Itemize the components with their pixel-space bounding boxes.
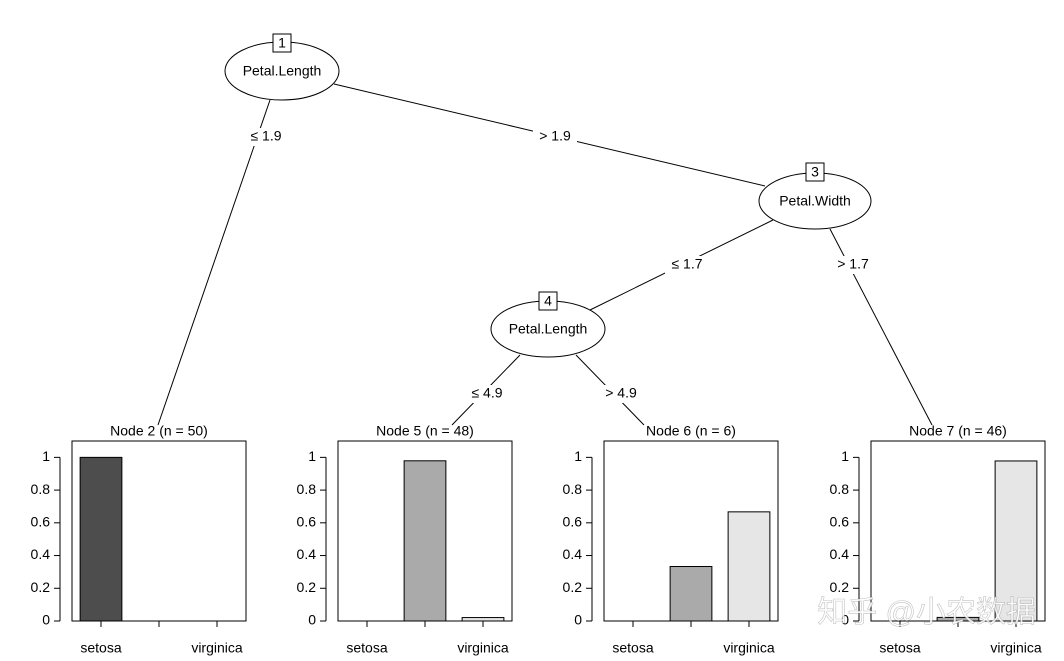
y-tick-label: 0.6 (31, 514, 51, 530)
node-label: Petal.Length (243, 63, 322, 79)
y-tick-label: 0.2 (563, 579, 583, 595)
y-tick-label: 0 (308, 612, 316, 628)
y-tick-label: 0.8 (563, 481, 583, 497)
x-tick-label: setosa (879, 640, 920, 656)
edge-label-bg (244, 128, 288, 146)
y-tick-label: 0.6 (563, 514, 583, 530)
watermark: 知乎 @小农数据 (817, 596, 1036, 629)
edge-label: > 4.9 (605, 385, 637, 401)
y-tick-label: 0.2 (830, 579, 850, 595)
edge-label: ≤ 1.9 (250, 128, 281, 144)
node-id-box (538, 291, 558, 311)
y-tick-label: 0.8 (31, 481, 51, 497)
panel-title: Node 2 (n = 50) (110, 423, 208, 439)
y-tick-label: 0.2 (31, 579, 51, 595)
edge-label: ≤ 4.9 (471, 385, 502, 401)
bar (669, 566, 713, 622)
x-tick-label: setosa (346, 640, 387, 656)
bar (79, 456, 123, 622)
y-tick-label: 0.8 (297, 481, 317, 497)
y-tick-label: 0.4 (297, 546, 317, 562)
panel-title: Node 6 (n = 6) (646, 423, 736, 439)
panel-title: Node 7 (n = 46) (909, 423, 1007, 439)
y-tick-label: 0.4 (563, 546, 583, 562)
edge-label-bg (599, 385, 643, 403)
edge-label-bg (465, 385, 509, 403)
y-tick-label: 0 (574, 612, 582, 628)
bar (403, 460, 447, 622)
edge-label: > 1.7 (837, 256, 869, 272)
node-label: Petal.Width (779, 193, 851, 209)
y-tick-label: 0 (841, 612, 849, 628)
y-tick-label: 1 (574, 448, 582, 464)
x-tick-label: virginica (723, 640, 775, 656)
y-tick-label: 0 (42, 612, 50, 628)
x-tick-label: setosa (612, 640, 653, 656)
edge (157, 99, 271, 426)
y-tick-label: 0.4 (830, 546, 850, 562)
edge-label-bg (665, 256, 709, 274)
bar (727, 511, 771, 622)
y-tick-label: 0.4 (31, 546, 51, 562)
y-tick-label: 1 (308, 448, 316, 464)
y-tick-label: 1 (42, 448, 50, 464)
edge-label: ≤ 1.7 (671, 256, 702, 272)
y-tick-label: 1 (841, 448, 849, 464)
panels: Node 2 (n = 50) 0 0.2 0.4 0.6 0.8 1 setosa virgi… (31, 423, 1046, 656)
x-tick-label: virginica (191, 640, 243, 656)
bar (461, 617, 505, 622)
bar (994, 460, 1038, 622)
edge-label-bg (831, 256, 875, 274)
y-tick-label: 0.8 (830, 481, 850, 497)
y-tick-label: 0.6 (297, 514, 317, 530)
node-id: 3 (811, 164, 819, 180)
node-id-box (805, 162, 825, 182)
node-id: 4 (544, 293, 552, 309)
node-id-box (272, 33, 292, 53)
node-label: Petal.Length (509, 321, 588, 337)
panel-title: Node 5 (n = 48) (376, 423, 474, 439)
node-id: 1 (278, 35, 286, 51)
x-tick-label: setosa (80, 640, 121, 656)
y-tick-label: 0.2 (297, 579, 317, 595)
x-tick-label: virginica (457, 640, 509, 656)
edge-label-bg (533, 128, 577, 146)
x-tick-label: virginica (990, 640, 1042, 656)
edge-label: > 1.9 (539, 128, 571, 144)
y-tick-label: 0.6 (830, 514, 850, 530)
